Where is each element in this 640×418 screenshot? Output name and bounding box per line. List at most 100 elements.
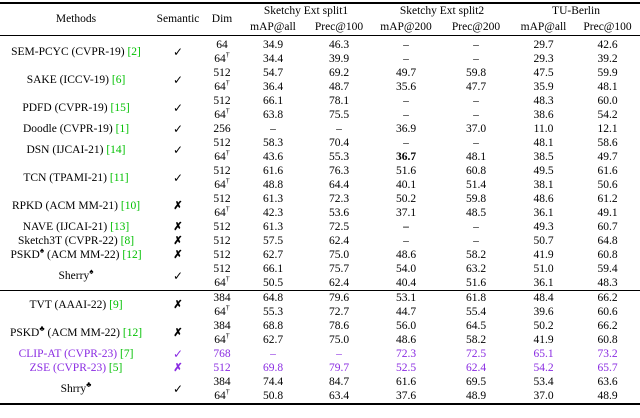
citation-ref[interactable]: [10] <box>120 200 141 212</box>
metric-value: 56.0 <box>395 320 417 332</box>
dim-value: 512 <box>213 249 231 261</box>
dim-value: 384 <box>213 376 231 388</box>
table-row: 64† 34.4 39.9 – – 29.3 39.2 <box>0 52 640 66</box>
col-header-prec-100-s1: Prec@100 <box>306 19 372 36</box>
metric-value: 40.1 <box>395 179 417 191</box>
metric-value: 58.2 <box>465 334 487 346</box>
citation-ref[interactable]: [12] <box>122 249 142 261</box>
metric-value: 62.4 <box>328 277 350 289</box>
method-label: TCN (TPAMI-21) <box>23 172 110 184</box>
metric-value: 48.6 <box>395 334 417 346</box>
metric-value: 47.5 <box>533 67 554 79</box>
header-row-groups: Methods Semantic Dim Sketchy Ext split1 … <box>0 3 640 36</box>
metric-value: – <box>270 123 276 135</box>
metric-value: 39.9 <box>328 53 350 65</box>
metric-value: 60.8 <box>597 249 618 261</box>
metric-value: 69.2 <box>328 67 350 79</box>
citation-ref[interactable]: [15] <box>110 102 130 114</box>
metric-value: 62.7 <box>262 334 284 346</box>
dim-value: 64† <box>214 206 230 219</box>
dim-value: 512 <box>213 362 231 374</box>
metric-value: 61.3 <box>262 193 284 205</box>
col-header-map-all-s1: mAP@all <box>240 19 306 36</box>
dim-value: 64† <box>214 52 230 65</box>
method-name: Doodle (CVPR-19) [1] <box>0 122 152 136</box>
semantic-cross-icon: ✗ <box>173 249 183 261</box>
metric-value: 41.9 <box>533 249 554 261</box>
table-row: 64† 55.3 72.7 44.7 55.4 39.6 60.6 <box>0 305 640 319</box>
method-name: NAVE (IJCAI-21) [13] <box>0 220 152 234</box>
metric-value: 64.4 <box>328 179 350 191</box>
method-label: CLIP-AT (CVPR-23) <box>18 348 120 360</box>
method-label: SAKE (ICCV-19) <box>26 74 112 86</box>
metric-value: 59.8 <box>465 193 487 205</box>
col-header-dim: Dim <box>204 3 240 36</box>
metric-value: 36.4 <box>262 81 284 93</box>
method-label: Sherry <box>58 270 90 282</box>
metric-value: 51.6 <box>465 277 487 289</box>
citation-ref[interactable]: [14] <box>106 144 126 156</box>
table-row: Sherry♠ ✓ 512 66.1 75.7 54.0 63.2 51.0 59.4 <box>0 262 640 283</box>
dim-value: 256 <box>213 123 231 135</box>
metric-value: 34.4 <box>262 53 284 65</box>
group-header-sketchy-split1: Sketchy Ext split1 <box>263 5 349 17</box>
metric-value: 51.6 <box>395 165 417 177</box>
table-row: 64† 42.3 53.6 37.1 48.5 36.1 49.1 <box>0 206 640 220</box>
method-label: NAVE (IJCAI-21) <box>22 221 111 233</box>
citation-ref[interactable]: [12] <box>122 327 143 339</box>
table-row: ZSE (CVPR-23) [5] ✗ 512 69.8 79.7 52.5 62.4 54.… <box>0 361 640 375</box>
dim-value: 384 <box>204 290 240 305</box>
metric-value: 58.3 <box>262 137 284 149</box>
metric-value: 53.4 <box>533 376 554 388</box>
metric-value: 54.7 <box>262 67 284 79</box>
dagger-icon: † <box>225 178 230 186</box>
metric-value: 40.4 <box>395 277 417 289</box>
citation-ref[interactable]: [2] <box>127 46 141 58</box>
metric-value: 12.1 <box>597 123 618 135</box>
citation-ref[interactable]: [11] <box>109 172 129 184</box>
semantic-check-icon: ✓ <box>172 122 184 136</box>
semantic-check-icon: ✓ <box>172 143 184 157</box>
dim-value: 64† <box>214 276 230 289</box>
citation-ref[interactable]: [9] <box>109 299 123 311</box>
metric-value: 57.5 <box>262 235 284 247</box>
metric-value: – <box>403 109 409 121</box>
table-row: TVT (AAAI-22) [9] ✗ 384 64.8 79.6 53.1 61.8 48.… <box>0 290 640 319</box>
metric-value: 43.6 <box>262 151 284 163</box>
metric-value: – <box>473 221 479 233</box>
citation-ref[interactable]: [7] <box>119 348 134 360</box>
metric-value: 55.3 <box>262 306 284 318</box>
metric-value: 53.6 <box>328 207 350 219</box>
metric-value: 42.6 <box>597 39 618 51</box>
table-row: 64† 50.8 63.4 37.6 48.9 37.0 48.9 <box>0 389 640 404</box>
citation-ref[interactable]: [1] <box>115 123 130 135</box>
citation-ref[interactable]: [5] <box>108 362 123 374</box>
metric-value: 48.1 <box>533 137 554 149</box>
citation-ref[interactable]: [6] <box>111 74 126 86</box>
metric-value: 49.7 <box>395 67 417 79</box>
metric-value: 49.3 <box>533 221 554 233</box>
metric-value: 65.1 <box>533 348 554 360</box>
method-label-suffix: (ACM MM-22) <box>44 249 123 261</box>
citation-ref[interactable]: [13] <box>110 221 130 233</box>
table-body: SEM-PCYC (CVPR-19) [2] ✓ 64 34.9 46.3 – – 29.7 4… <box>0 36 640 405</box>
dim-value: 64† <box>214 108 230 121</box>
metric-value: 75.0 <box>328 249 350 261</box>
dim-value: 512 <box>213 67 231 79</box>
col-header-map-all-tub: mAP@all <box>512 19 575 36</box>
metric-value: 66.1 <box>262 95 284 107</box>
metric-value: 63.8 <box>262 109 284 121</box>
metric-value: 48.6 <box>395 249 417 261</box>
metric-value: 79.6 <box>306 290 372 305</box>
dim-value: 64† <box>214 305 230 318</box>
citation-ref[interactable]: [8] <box>120 235 135 247</box>
metric-value: – <box>403 53 409 65</box>
table-row: PSKD♠ (ACM MM-22) [12] ✗ 512 62.7 75.0 48.6 58… <box>0 248 640 262</box>
metric-value: 49.5 <box>533 165 554 177</box>
metric-value: 49.7 <box>597 151 618 163</box>
metric-value: 72.5 <box>465 348 487 360</box>
metric-value: 72.3 <box>328 193 350 205</box>
metric-value: 61.6 <box>395 376 417 388</box>
club-suit-icon: ♣ <box>39 324 45 334</box>
metric-value: 48.6 <box>533 193 554 205</box>
